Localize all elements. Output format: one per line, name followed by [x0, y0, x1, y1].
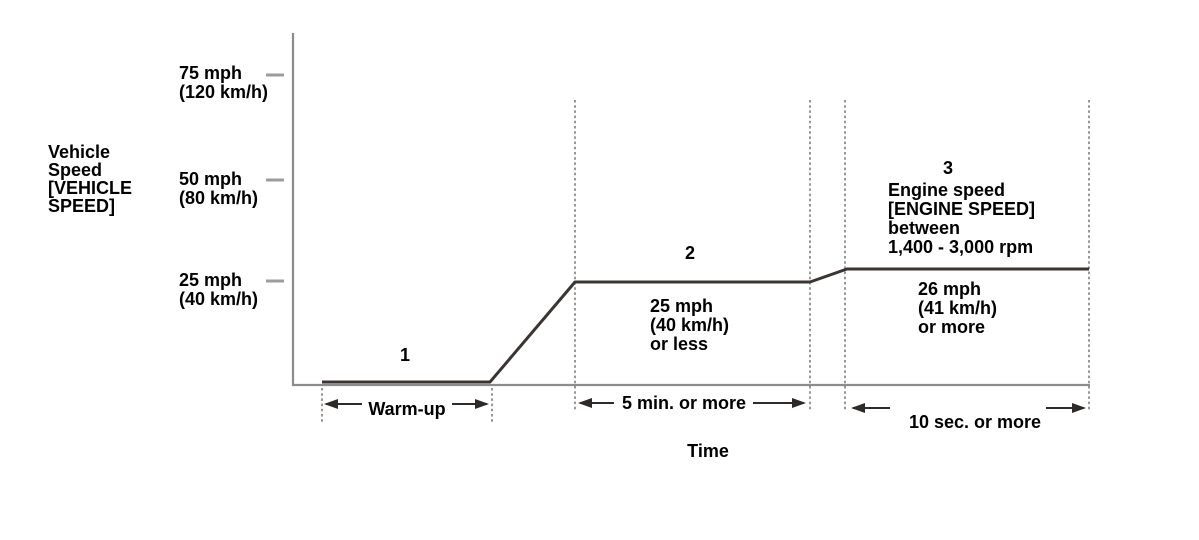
phase-3-engine-speed-annotation: Engine speed [ENGINE SPEED] between 1,40… [888, 181, 1035, 257]
y-tick-label-line: 50 mph [179, 169, 243, 189]
speed-condition-line: 26 mph [918, 279, 982, 299]
vehicle-speed-curve [322, 267, 1089, 384]
warm-up-duration-label: Warm-up [368, 399, 446, 419]
arrow-head-right-icon [792, 398, 806, 408]
arrow-head-left-icon [851, 403, 865, 413]
speed-condition-line: (40 km/h) [650, 315, 730, 335]
axis-lines [291, 33, 1090, 387]
engine-speed-line: 1,400 - 3,000 rpm [888, 237, 1034, 257]
speed-condition-line: or less [650, 334, 709, 354]
y-axis-title-line: SPEED] [48, 196, 116, 216]
engine-speed-line: [ENGINE SPEED] [888, 199, 1036, 219]
y-tick-label-line: 25 mph [179, 270, 243, 290]
y-tick-label-50mph: 50 mph (80 km/h) [179, 170, 258, 208]
speed-condition-line: 25 mph [650, 296, 714, 316]
y-axis-title-line: Speed [48, 160, 103, 180]
y-tick-label-line: 75 mph [179, 63, 243, 83]
speed-condition-line: or more [918, 317, 986, 337]
speed-condition-line: (41 km/h) [918, 298, 998, 318]
phase-2-number: 2 [684, 243, 696, 263]
arrow-head-right-icon [1072, 403, 1086, 413]
y-tick-label-line: (40 km/h) [179, 289, 259, 309]
arrow-head-right-icon [475, 399, 489, 409]
y-tick-label-75mph: 75 mph (120 km/h) [179, 64, 268, 102]
y-tick-label-25mph: 25 mph (40 km/h) [179, 271, 258, 309]
engine-speed-line: Engine speed [888, 180, 1006, 200]
phase-1-number: 1 [399, 345, 411, 365]
y-axis-title-line: Vehicle [48, 142, 111, 162]
arrow-head-left-icon [324, 399, 338, 409]
y-tick-label-line: (120 km/h) [179, 82, 269, 102]
y-axis-title-line: [VEHICLE [48, 178, 133, 198]
five-min-duration-label: 5 min. or more [621, 393, 747, 413]
arrow-head-left-icon [578, 398, 592, 408]
y-axis-title: Vehicle Speed [VEHICLE SPEED] [48, 143, 132, 215]
x-axis-title: Time [687, 441, 729, 461]
phase-2-speed-condition: 25 mph (40 km/h) or less [650, 297, 729, 354]
phase-3-speed-condition: 26 mph (41 km/h) or more [918, 280, 997, 337]
y-tick-label-line: (80 km/h) [179, 188, 259, 208]
phase-3-number: 3 [942, 158, 954, 178]
ten-sec-duration-label: 10 sec. or more [908, 412, 1042, 432]
engine-speed-line: between [888, 218, 961, 238]
